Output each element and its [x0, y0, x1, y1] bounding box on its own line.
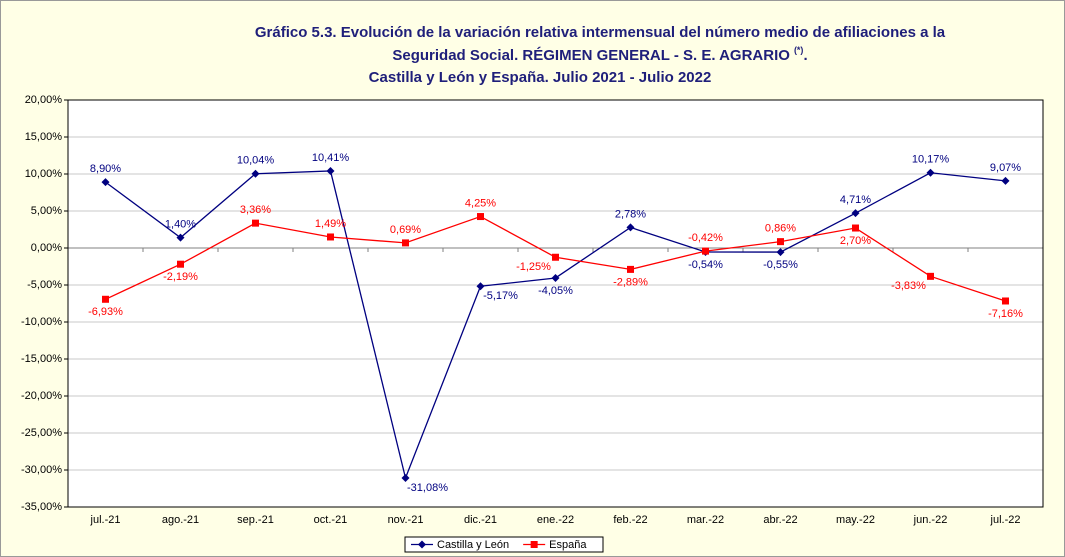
marker	[777, 238, 784, 246]
x-tick-label: sep.-21	[237, 514, 274, 526]
x-tick-label: dic.-21	[464, 514, 497, 526]
marker	[926, 168, 935, 177]
y-tick-label: 10,00%	[25, 168, 63, 180]
chart-title: Seguridad Social. RÉGIMEN GENERAL - S. E…	[392, 45, 807, 64]
chart-title: Seguridad Social. RÉGIMEN GENERAL - S. E…	[392, 47, 790, 64]
x-tick-label: jun.-22	[913, 514, 948, 526]
legend-box	[404, 536, 604, 553]
x-tick-label: oct.-21	[314, 514, 348, 526]
x-tick-label: may.-22	[836, 514, 875, 526]
marker	[552, 253, 559, 261]
y-tick-label: 0,00%	[31, 242, 62, 254]
marker	[476, 282, 485, 291]
chart-title: Castilla y León y España. Julio 2021 - J…	[369, 69, 712, 86]
marker	[626, 223, 635, 232]
data-label: 10,17%	[912, 154, 950, 166]
marker	[776, 248, 785, 257]
x-tick-label: jul.-21	[90, 514, 121, 526]
marker	[927, 272, 934, 280]
marker	[852, 224, 859, 232]
data-label: -0,55%	[763, 259, 798, 271]
x-tick-label: mar.-22	[687, 514, 724, 526]
data-label: 8,90%	[90, 163, 121, 175]
data-label: 1,40%	[165, 219, 196, 231]
chart-title: Gráfico 5.3. Evolución de la variación r…	[255, 24, 946, 41]
data-label: 4,25%	[465, 197, 496, 209]
marker	[401, 473, 410, 482]
data-label: 4,71%	[840, 194, 871, 206]
marker	[627, 265, 634, 273]
y-tick-label: -15,00%	[21, 353, 62, 365]
x-tick-label: abr.-22	[763, 514, 797, 526]
data-label: 2,78%	[615, 208, 646, 220]
data-label: 10,41%	[312, 152, 350, 164]
y-tick-label: -25,00%	[21, 427, 62, 439]
x-tick-label: ago.-21	[162, 514, 199, 526]
data-label: -1,25%	[516, 261, 551, 273]
marker	[418, 540, 426, 549]
data-label: -6,93%	[88, 306, 123, 318]
marker	[702, 247, 709, 255]
data-label: -0,42%	[688, 232, 723, 244]
legend-label: España	[549, 539, 587, 551]
data-label: 3,36%	[240, 204, 271, 216]
data-label: 1,49%	[315, 218, 346, 230]
y-tick-label: -35,00%	[21, 501, 62, 513]
marker	[1001, 176, 1010, 185]
y-tick-label: 20,00%	[25, 94, 63, 106]
y-tick-label: 5,00%	[31, 205, 62, 217]
data-label: -2,89%	[613, 276, 648, 288]
legend-label: Castilla y León	[437, 539, 509, 551]
marker	[530, 541, 538, 548]
data-label: 2,70%	[840, 235, 871, 247]
title-end: .	[803, 47, 807, 64]
marker	[177, 260, 184, 268]
y-tick-label: -5,00%	[27, 279, 62, 291]
x-tick-label: jul.-22	[990, 514, 1021, 526]
marker	[251, 169, 260, 178]
plot-border	[67, 99, 1044, 508]
marker	[327, 233, 334, 241]
x-tick-label: nov.-21	[388, 514, 424, 526]
data-label: 10,04%	[237, 155, 275, 167]
data-label: -4,05%	[538, 285, 573, 297]
marker	[101, 178, 110, 187]
marker	[252, 219, 259, 227]
plot-area	[68, 100, 1043, 507]
y-tick-label: -20,00%	[21, 390, 62, 402]
x-tick-label: feb.-22	[613, 514, 647, 526]
data-label: 9,07%	[990, 162, 1021, 174]
data-label: -2,19%	[163, 271, 198, 283]
y-tick-label: -30,00%	[21, 464, 62, 476]
data-label: 0,86%	[765, 223, 796, 235]
data-label: 0,69%	[390, 224, 421, 236]
data-label: -5,17%	[483, 290, 518, 302]
marker	[1002, 297, 1009, 305]
marker	[326, 166, 335, 175]
data-label: -31,08%	[407, 482, 448, 494]
marker	[402, 239, 409, 247]
data-label: -7,16%	[988, 308, 1023, 320]
x-tick-label: ene.-22	[537, 514, 574, 526]
title-note-mark: (*)	[794, 45, 804, 55]
data-label: -3,83%	[891, 280, 926, 292]
marker	[851, 209, 860, 218]
y-tick-label: 15,00%	[25, 131, 63, 143]
y-tick-label: -10,00%	[21, 316, 62, 328]
marker	[102, 295, 109, 303]
marker	[551, 273, 560, 282]
marker	[477, 213, 484, 221]
data-label: -0,54%	[688, 259, 723, 271]
marker	[176, 233, 185, 242]
